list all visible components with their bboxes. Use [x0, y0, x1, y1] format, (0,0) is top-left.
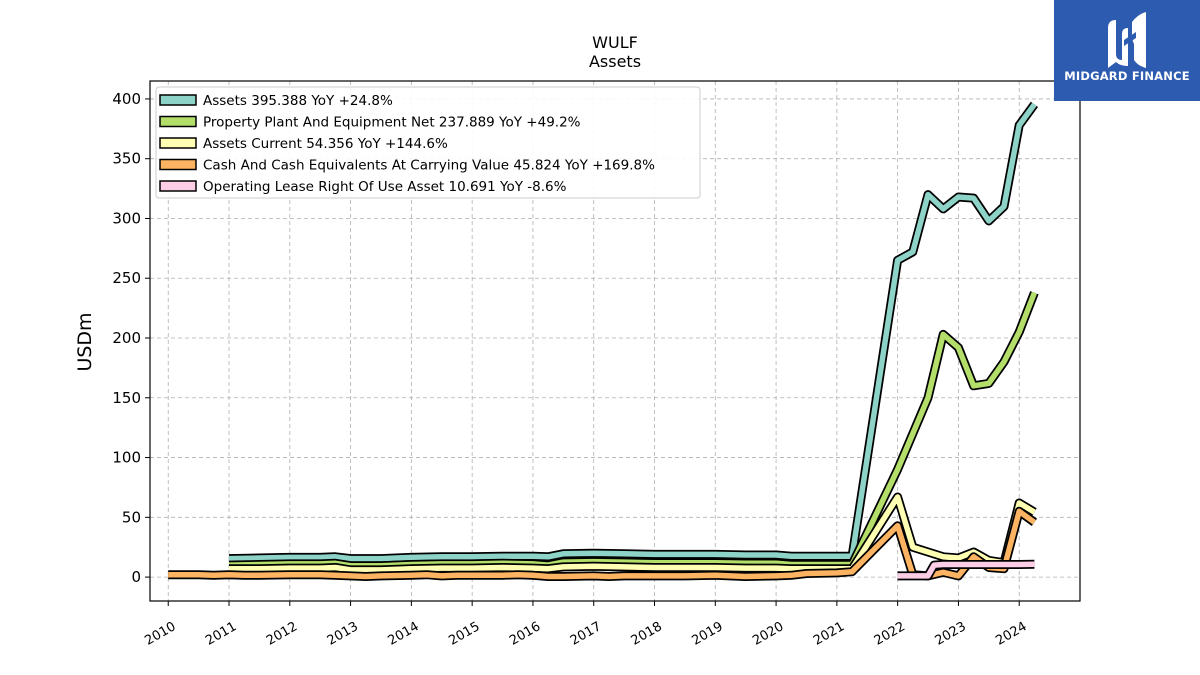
y-tick-label: 50 — [122, 508, 141, 526]
x-tick-label: 2013 — [325, 619, 361, 649]
legend-entry-4: Operating Lease Right Of Use Asset 10.69… — [203, 179, 567, 195]
x-tick-label: 2019 — [689, 619, 725, 649]
series-layer — [168, 101, 1039, 581]
series-line-0 — [228, 102, 1037, 562]
series-line-2 — [229, 494, 1036, 573]
x-tick-label: 2023 — [933, 619, 969, 649]
x-tick-label: 2017 — [568, 619, 604, 649]
legend-swatch-1 — [159, 115, 197, 128]
chart-title: WULF — [592, 33, 638, 52]
x-tick-label: 2016 — [507, 619, 543, 649]
series-line-1 — [228, 291, 1037, 569]
x-tick-label: 2010 — [142, 619, 178, 649]
legend-box — [155, 86, 701, 199]
x-tick-label: 2018 — [629, 619, 665, 649]
series-line-4 — [897, 561, 1035, 579]
legend: Assets 395.388 YoY +24.8% Property Plant … — [155, 86, 701, 199]
y-tick-label: 350 — [112, 150, 141, 168]
y-tick-label: 250 — [112, 269, 141, 287]
chart-subtitle: Assets — [589, 52, 641, 71]
plot-area-frame — [149, 80, 1081, 602]
legend-swatch-3 — [159, 158, 197, 171]
legend-swatch-0 — [159, 94, 197, 106]
legend-entry-2: Assets Current 54.356 YoY +144.6% — [203, 136, 448, 152]
x-tick-label: 2022 — [872, 619, 908, 649]
x-tick-label: 2012 — [264, 619, 300, 649]
y-tick-label: 0 — [131, 568, 141, 586]
y-axis-label: USDm — [74, 312, 96, 371]
legend-swatch-2 — [159, 137, 197, 149]
y-tick-label: 400 — [112, 90, 141, 108]
y-tick-label: 300 — [112, 209, 141, 227]
x-tick-label: 2015 — [446, 619, 482, 649]
legend-entry-3: Cash And Cash Equivalents At Carrying Va… — [203, 158, 655, 174]
x-tick-label: 2021 — [811, 619, 847, 649]
midgard-logo-icon — [1108, 12, 1146, 68]
x-tick-label: 2014 — [386, 619, 422, 649]
y-tick-label: 100 — [112, 449, 141, 467]
brand-name: MIDGARD FINANCE — [1064, 69, 1190, 83]
x-tick-label: 2011 — [203, 619, 239, 649]
midgard-finance-logo: MIDGARD FINANCE — [1054, 0, 1200, 101]
y-tick-label: 200 — [112, 329, 141, 347]
legend-entry-0: Assets 395.388 YoY +24.8% — [203, 93, 393, 109]
legend-entry-1: Property Plant And Equipment Net 237.889… — [203, 115, 581, 131]
x-tick-label: 2020 — [750, 619, 786, 649]
y-tick-label: 150 — [112, 389, 141, 407]
x-tick-label: 2024 — [993, 619, 1029, 649]
legend-swatch-4 — [159, 180, 197, 192]
